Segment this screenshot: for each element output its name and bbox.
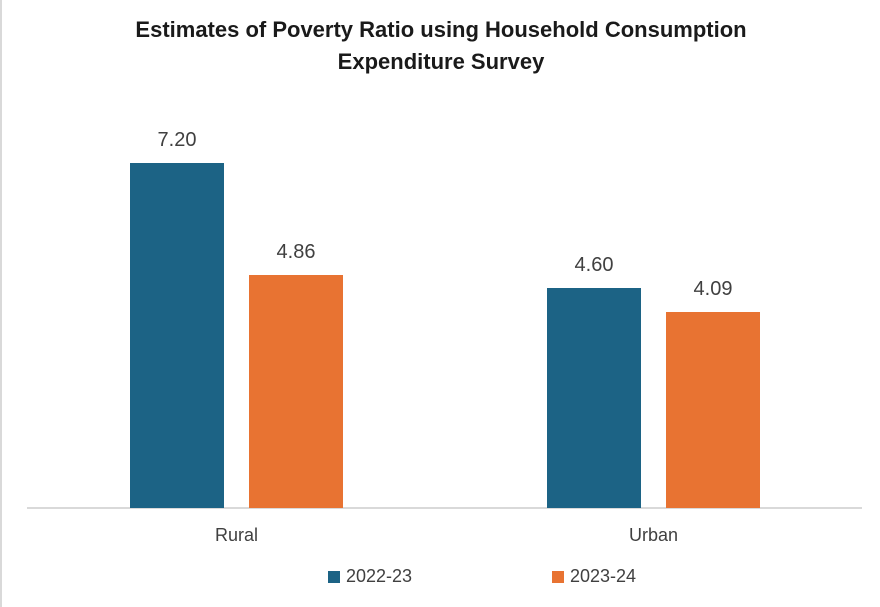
legend-label-2023-24: 2023-24 — [570, 566, 637, 586]
bar-urban-2023-24 — [666, 312, 760, 508]
data-label-urban-2023-24: 4.09 — [693, 278, 733, 301]
legend-marker-2023-24 — [552, 570, 564, 583]
x-axis-line — [27, 507, 862, 509]
data-label-urban-2022-23: 4.60 — [574, 253, 614, 276]
chart-title: Estimates of Poverty Ratio using Househo… — [135, 17, 747, 74]
category-label-urban: Urban — [628, 525, 679, 545]
bar-urban-2022-23 — [547, 287, 641, 508]
data-label-rural-2023-24: 4.86 — [276, 241, 316, 264]
data-label-rural-2022-23: 7.20 — [157, 129, 197, 152]
category-label-rural: Rural — [214, 525, 259, 545]
legend-item-2023-24: 2023-24 — [552, 566, 636, 587]
legend-marker-2022-23 — [327, 570, 340, 583]
legend-item-2022-23: 2022-23 — [327, 566, 412, 587]
bar-rural-2023-24 — [249, 275, 343, 508]
chart-legend: 2022-23 2023-24 — [42, 566, 880, 587]
bar-rural-2022-23 — [130, 163, 224, 508]
legend-label-2022-23: 2022-23 — [345, 566, 412, 586]
